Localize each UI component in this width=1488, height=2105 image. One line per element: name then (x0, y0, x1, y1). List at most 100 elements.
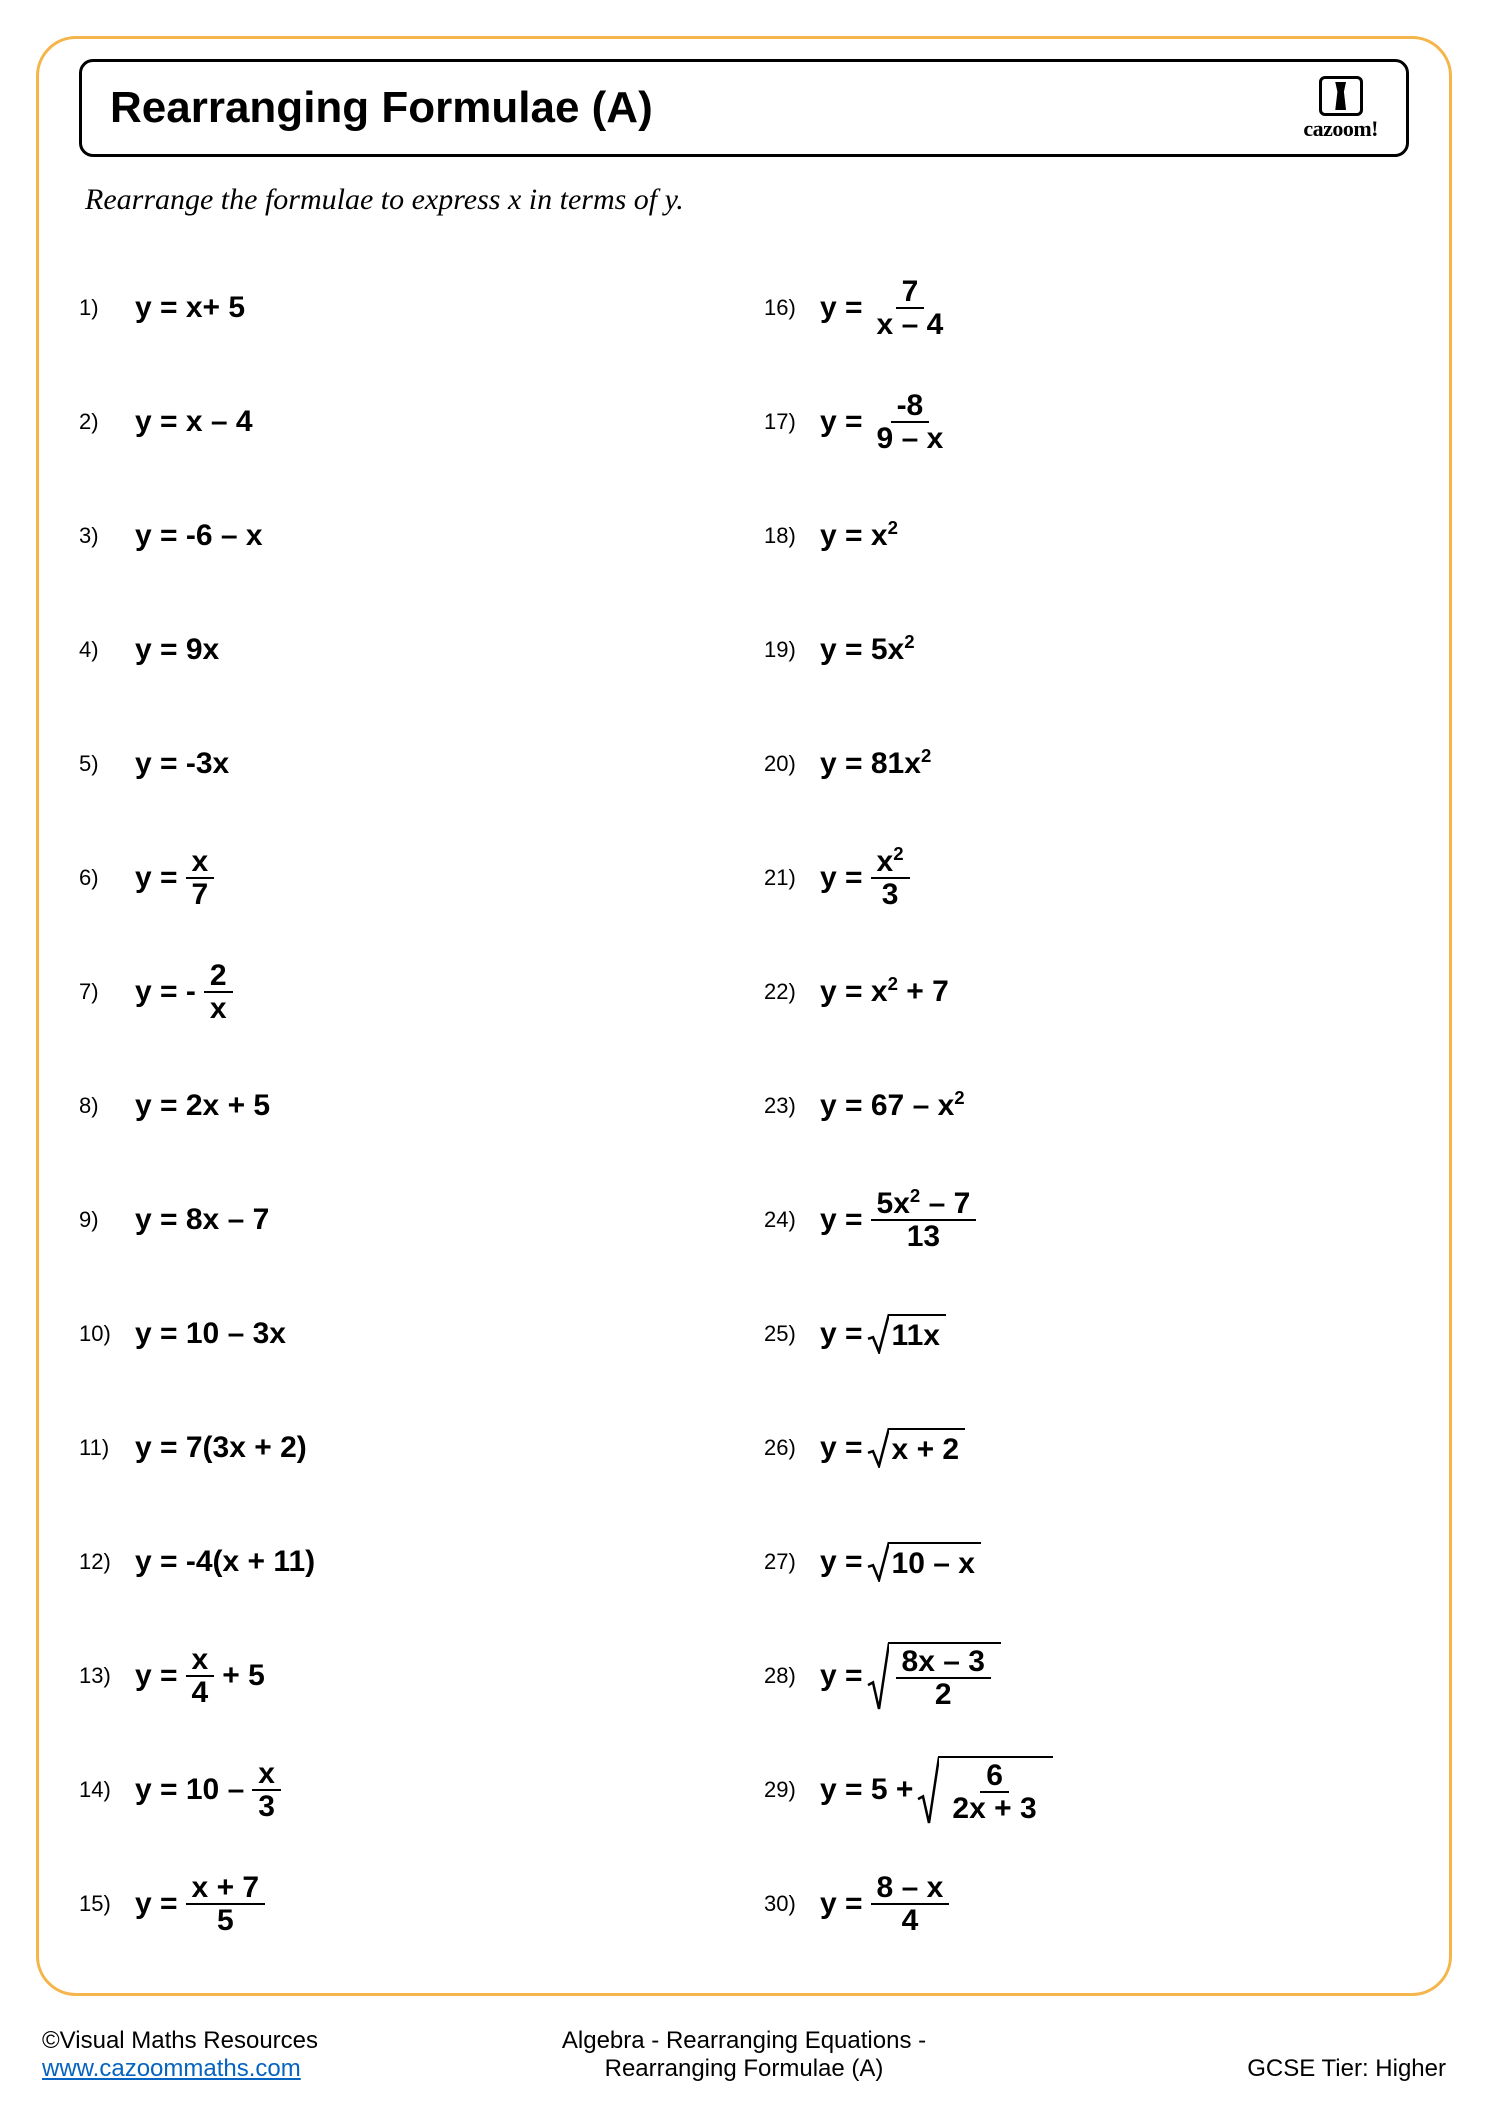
footer-subtitle: Rearranging Formulae (A) (402, 2055, 1086, 2083)
problem-row: 20)y = 81x2 (764, 707, 1409, 821)
problem-number: 8) (79, 1093, 135, 1119)
problem-number: 1) (79, 295, 135, 321)
logo-icon (1319, 76, 1363, 116)
problem-equation: y = - 2x (135, 960, 241, 1025)
problem-number: 21) (764, 865, 820, 891)
page-title: Rearranging Formulae (A) (110, 83, 653, 133)
problem-number: 3) (79, 523, 135, 549)
problem-number: 24) (764, 1207, 820, 1233)
problem-equation: y = 9x (135, 633, 219, 667)
problem-row: 1)y = x+ 5 (79, 251, 724, 365)
problem-row: 7)y = - 2x (79, 935, 724, 1049)
problem-equation: y = x7 (135, 846, 222, 911)
problem-number: 29) (764, 1777, 820, 1803)
problem-row: 21)y = x23 (764, 821, 1409, 935)
left-column: 1)y = x+ 52)y = x – 43)y = -6 – x4)y = 9… (79, 251, 724, 1961)
problem-number: 15) (79, 1891, 135, 1917)
problem-number: 22) (764, 979, 820, 1005)
problem-number: 18) (764, 523, 820, 549)
problem-number: 5) (79, 751, 135, 777)
problem-row: 4)y = 9x (79, 593, 724, 707)
problem-row: 18)y = x2 (764, 479, 1409, 593)
problem-equation: y = 10 – 3x (135, 1317, 286, 1351)
brand-logo: cazoom! (1303, 76, 1378, 140)
problem-equation: y = 2x + 5 (135, 1089, 270, 1123)
problem-equation: y = x2 + 7 (820, 975, 949, 1009)
problem-equation: y = -3x (135, 747, 229, 781)
problem-number: 30) (764, 1891, 820, 1917)
problem-equation: y = -4(x + 11) (135, 1545, 315, 1579)
problem-number: 28) (764, 1663, 820, 1689)
problem-row: 16)y = 7x – 4 (764, 251, 1409, 365)
footer-topic: Algebra - Rearranging Equations - (402, 2027, 1086, 2055)
problem-row: 2)y = x – 4 (79, 365, 724, 479)
copyright-text: ©Visual Maths Resources (42, 2027, 402, 2055)
problem-equation: y = 10 – x (820, 1542, 981, 1582)
problem-row: 3)y = -6 – x (79, 479, 724, 593)
problem-equation: y = x + 75 (135, 1872, 273, 1937)
footer-link[interactable]: www.cazoommaths.com (42, 2055, 301, 2082)
problem-row: 13)y = x4 + 5 (79, 1619, 724, 1733)
problem-row: 12)y = -4(x + 11) (79, 1505, 724, 1619)
problem-row: 25)y = 11x (764, 1277, 1409, 1391)
problem-equation: y = 5x2 – 713 (820, 1188, 984, 1253)
problem-number: 19) (764, 637, 820, 663)
problem-equation: y = 10 – x3 (135, 1758, 289, 1823)
right-column: 16)y = 7x – 417)y = -89 – x18)y = x219)y… (764, 251, 1409, 1961)
problem-row: 27)y = 10 – x (764, 1505, 1409, 1619)
problem-number: 7) (79, 979, 135, 1005)
problem-row: 28)y = 8x – 32 (764, 1619, 1409, 1733)
problem-number: 4) (79, 637, 135, 663)
worksheet-page: Rearranging Formulae (A) cazoom! Rearran… (0, 0, 1488, 2105)
problem-equation: y = 81x2 (820, 747, 931, 781)
footer-right: GCSE Tier: Higher (1086, 2055, 1446, 2083)
problem-equation: y = 5 + 62x + 3 (820, 1756, 1053, 1825)
problem-number: 10) (79, 1321, 135, 1347)
problem-number: 11) (79, 1435, 135, 1461)
problem-number: 26) (764, 1435, 820, 1461)
problem-row: 19)y = 5x2 (764, 593, 1409, 707)
problem-equation: y = 8 – x4 (820, 1872, 957, 1937)
problem-number: 6) (79, 865, 135, 891)
problem-number: 16) (764, 295, 820, 321)
problem-row: 26)y = x + 2 (764, 1391, 1409, 1505)
problem-row: 17)y = -89 – x (764, 365, 1409, 479)
problem-row: 8)y = 2x + 5 (79, 1049, 724, 1163)
footer-left: ©Visual Maths Resources www.cazoommaths.… (42, 2027, 402, 2083)
problem-number: 27) (764, 1549, 820, 1575)
problem-equation: y = 8x – 32 (820, 1642, 1001, 1711)
problem-number: 25) (764, 1321, 820, 1347)
problem-row: 10)y = 10 – 3x (79, 1277, 724, 1391)
problem-row: 9)y = 8x – 7 (79, 1163, 724, 1277)
problem-number: 2) (79, 409, 135, 435)
problem-equation: y = x23 (820, 846, 918, 911)
problem-number: 13) (79, 1663, 135, 1689)
problem-number: 12) (79, 1549, 135, 1575)
problem-row: 14)y = 10 – x3 (79, 1733, 724, 1847)
problem-equation: y = x4 + 5 (135, 1644, 265, 1709)
problem-equation: y = 8x – 7 (135, 1203, 269, 1237)
title-bar: Rearranging Formulae (A) cazoom! (79, 59, 1409, 157)
problem-row: 23)y = 67 – x2 (764, 1049, 1409, 1163)
instruction-text: Rearrange the formulae to express x in t… (85, 183, 1409, 217)
footer-center: Algebra - Rearranging Equations - Rearra… (402, 2027, 1086, 2083)
problem-equation: y = -6 – x (135, 519, 263, 553)
problem-equation: y = 67 – x2 (820, 1089, 965, 1123)
page-border: Rearranging Formulae (A) cazoom! Rearran… (36, 36, 1452, 1996)
problem-row: 11)y = 7(3x + 2) (79, 1391, 724, 1505)
problem-number: 17) (764, 409, 820, 435)
problem-equation: y = x – 4 (135, 405, 253, 439)
problem-equation: y = x+ 5 (135, 291, 245, 325)
problem-equation: y = -89 – x (820, 390, 957, 455)
problem-equation: y = x2 (820, 519, 898, 553)
problem-row: 5)y = -3x (79, 707, 724, 821)
problem-row: 24)y = 5x2 – 713 (764, 1163, 1409, 1277)
page-footer: ©Visual Maths Resources www.cazoommaths.… (42, 2027, 1446, 2083)
problem-equation: y = 7(3x + 2) (135, 1431, 307, 1465)
problem-number: 9) (79, 1207, 135, 1233)
problem-equation: y = x + 2 (820, 1428, 965, 1468)
problem-row: 30)y = 8 – x4 (764, 1847, 1409, 1961)
problem-columns: 1)y = x+ 52)y = x – 43)y = -6 – x4)y = 9… (79, 251, 1409, 1961)
problem-row: 29)y = 5 + 62x + 3 (764, 1733, 1409, 1847)
problem-row: 22)y = x2 + 7 (764, 935, 1409, 1049)
